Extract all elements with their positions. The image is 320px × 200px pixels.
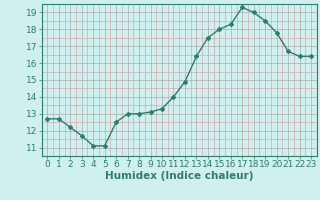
X-axis label: Humidex (Indice chaleur): Humidex (Indice chaleur)	[105, 171, 253, 181]
